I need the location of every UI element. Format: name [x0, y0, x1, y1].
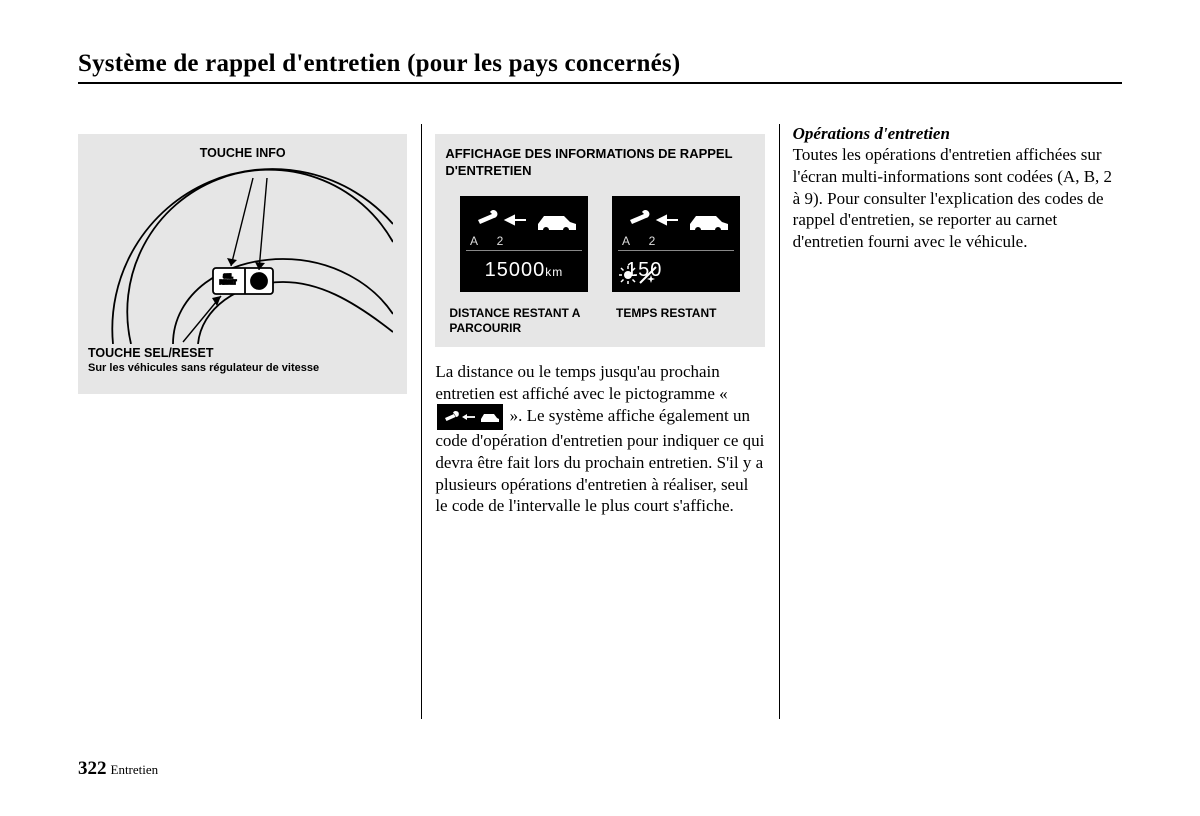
caption-time: TEMPS RESTANT: [612, 306, 755, 337]
panel-title: AFFICHAGE DES INFORMATIONS DE RAPPEL D'E…: [445, 146, 754, 180]
col3-body: Toutes les opérations d'entretien affich…: [793, 144, 1122, 253]
steering-wheel-figure: TOUCHE INFO i: [78, 134, 407, 394]
caption-distance: DISTANCE RESTANT A PARCOURIR: [445, 306, 588, 337]
figure-caption: Sur les véhicules sans régulateur de vit…: [88, 362, 397, 374]
label-touche-info: TOUCHE INFO: [88, 146, 397, 160]
lcd-time: A 2 150: [612, 196, 740, 292]
col3-heading: Opérations d'entretien: [793, 124, 1122, 144]
inline-picto-icon: [437, 404, 503, 430]
page-title: Système de rappel d'entretien (pour les …: [78, 50, 1122, 78]
column-3: Opérations d'entretien Toutes les opérat…: [779, 124, 1122, 734]
display-panel: AFFICHAGE DES INFORMATIONS DE RAPPEL D'E…: [435, 134, 764, 347]
steering-wheel-icon: i SEL RESET: [93, 164, 393, 344]
page-footer: 322 Entretien: [78, 758, 158, 780]
lcd-value-right: 150: [612, 259, 740, 282]
lcd-value-left: 15000km: [460, 259, 588, 282]
sun-stars-icon: [618, 265, 658, 285]
column-2: AFFICHAGE DES INFORMATIONS DE RAPPEL D'E…: [421, 124, 778, 734]
section-name: Entretien: [111, 762, 159, 777]
wrench-car-icon: [460, 202, 588, 236]
lcd-code-left: A 2: [470, 234, 511, 248]
title-rule: [78, 82, 1122, 84]
column-divider-2: [779, 124, 780, 719]
page-number: 322: [78, 758, 107, 779]
column-divider-1: [421, 124, 422, 719]
lcd-distance: A 2 15000km: [460, 196, 588, 292]
lcd-code-right: A 2: [622, 234, 663, 248]
columns: TOUCHE INFO i: [78, 124, 1122, 734]
label-touche-sel-reset: TOUCHE SEL/RESET: [88, 346, 397, 360]
svg-text:RESET: RESET: [219, 280, 236, 286]
wrench-car-icon: [612, 202, 740, 236]
column-1: TOUCHE INFO i: [78, 124, 421, 734]
col2-body: La distance ou le temps jusqu'au prochai…: [435, 361, 764, 517]
